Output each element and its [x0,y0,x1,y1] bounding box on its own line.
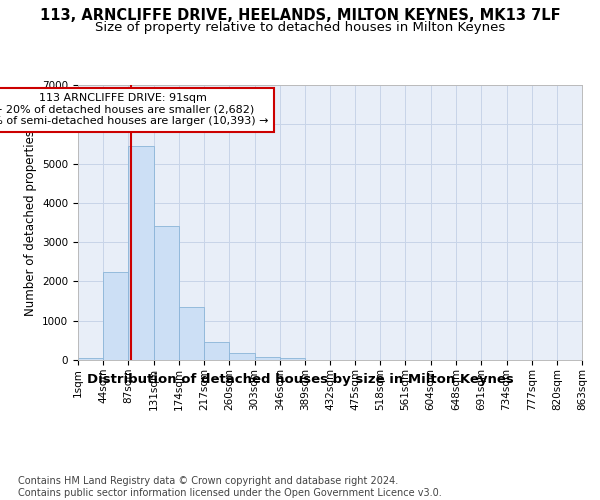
Text: Contains HM Land Registry data © Crown copyright and database right 2024.
Contai: Contains HM Land Registry data © Crown c… [18,476,442,498]
Bar [229,353,254,360]
Text: Distribution of detached houses by size in Milton Keynes: Distribution of detached houses by size … [86,372,514,386]
Y-axis label: Number of detached properties: Number of detached properties [23,130,37,316]
Bar [204,342,229,360]
Bar [154,226,179,360]
Text: 113 ARNCLIFFE DRIVE: 91sqm
← 20% of detached houses are smaller (2,682)
79% of s: 113 ARNCLIFFE DRIVE: 91sqm ← 20% of deta… [0,93,269,126]
Text: 113, ARNCLIFFE DRIVE, HEELANDS, MILTON KEYNES, MK13 7LF: 113, ARNCLIFFE DRIVE, HEELANDS, MILTON K… [40,8,560,22]
Bar [78,358,103,360]
Bar [103,272,128,360]
Bar [128,146,154,360]
Text: Size of property relative to detached houses in Milton Keynes: Size of property relative to detached ho… [95,21,505,34]
Bar [179,307,204,360]
Bar [254,357,280,360]
Bar [280,358,305,360]
